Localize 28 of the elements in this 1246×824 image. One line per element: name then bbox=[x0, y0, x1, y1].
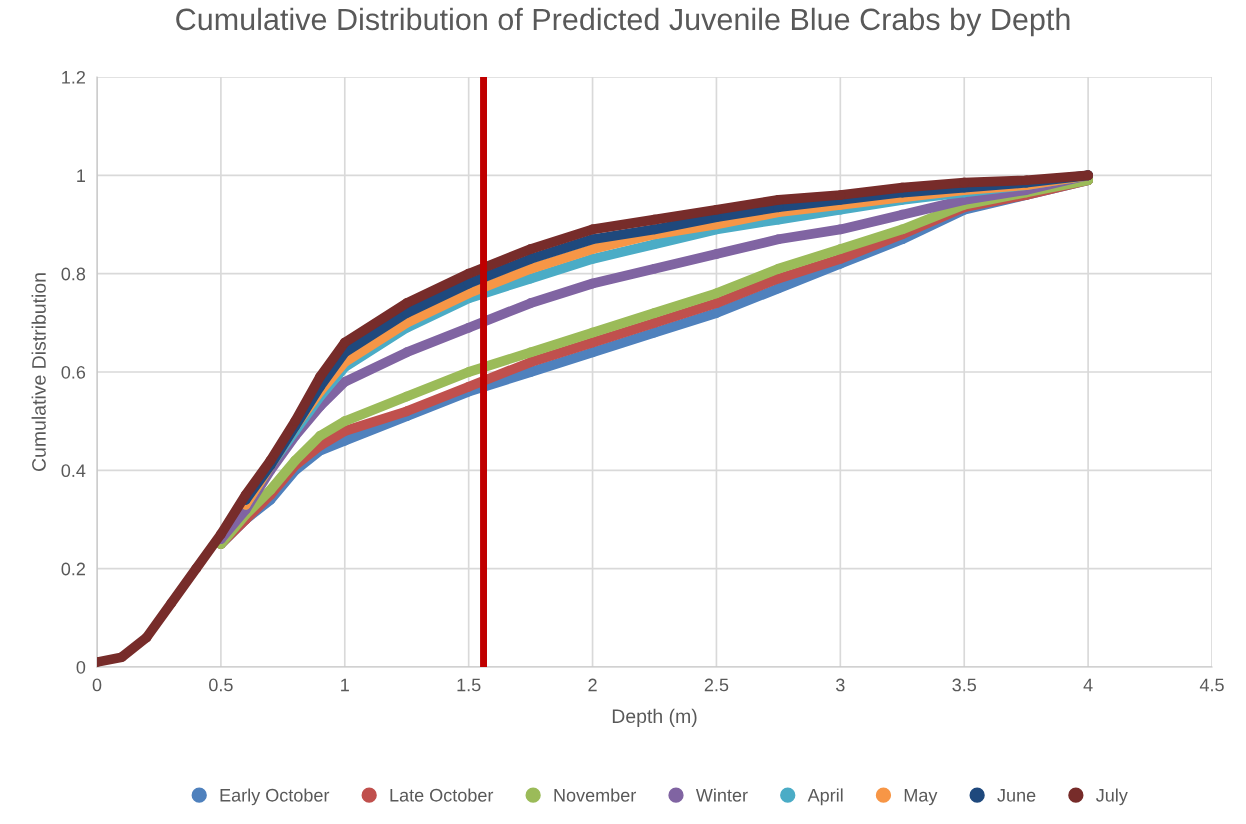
x-axis-title: Depth (m) bbox=[612, 708, 697, 727]
x-tick-label: 2.5 bbox=[704, 678, 729, 692]
x-tick-label: 0.5 bbox=[209, 678, 233, 692]
x-tick-label: 1 bbox=[341, 678, 349, 692]
legend-label: May bbox=[904, 789, 938, 806]
x-tick-label: 4.5 bbox=[1199, 678, 1224, 692]
legend-label: April bbox=[807, 788, 843, 806]
legend-label: November bbox=[554, 788, 636, 802]
y-tick-label: 0.6 bbox=[61, 365, 86, 379]
x-tick-label: 4 bbox=[1083, 678, 1093, 692]
chart-title: Cumulative Distribution of Predicted Juvenile Blue Crabs by Depth bbox=[176, 7, 1070, 37]
y-tick-label: 1.2 bbox=[62, 70, 85, 84]
y-axis-title: Cumulative Distribution bbox=[31, 273, 46, 471]
y-tick-label: 0 bbox=[76, 660, 86, 674]
y-tick-label: 0.4 bbox=[61, 464, 86, 478]
legend-label: June bbox=[997, 789, 1036, 802]
legend-label: Early October bbox=[220, 788, 330, 806]
y-tick-label: 0.2 bbox=[61, 562, 85, 576]
x-tick-label: 1.5 bbox=[457, 678, 481, 692]
y-tick-label: 0.8 bbox=[61, 267, 86, 281]
y-tick-label: 1 bbox=[77, 169, 86, 182]
x-tick-label: 0 bbox=[92, 678, 102, 692]
legend-label: July bbox=[1096, 788, 1128, 806]
x-tick-label: 3 bbox=[836, 678, 845, 692]
legend-label: Late October bbox=[390, 788, 494, 802]
legend-label: Winter bbox=[695, 788, 748, 802]
x-tick-label: 2 bbox=[588, 678, 597, 692]
x-tick-label: 3.5 bbox=[952, 678, 977, 692]
